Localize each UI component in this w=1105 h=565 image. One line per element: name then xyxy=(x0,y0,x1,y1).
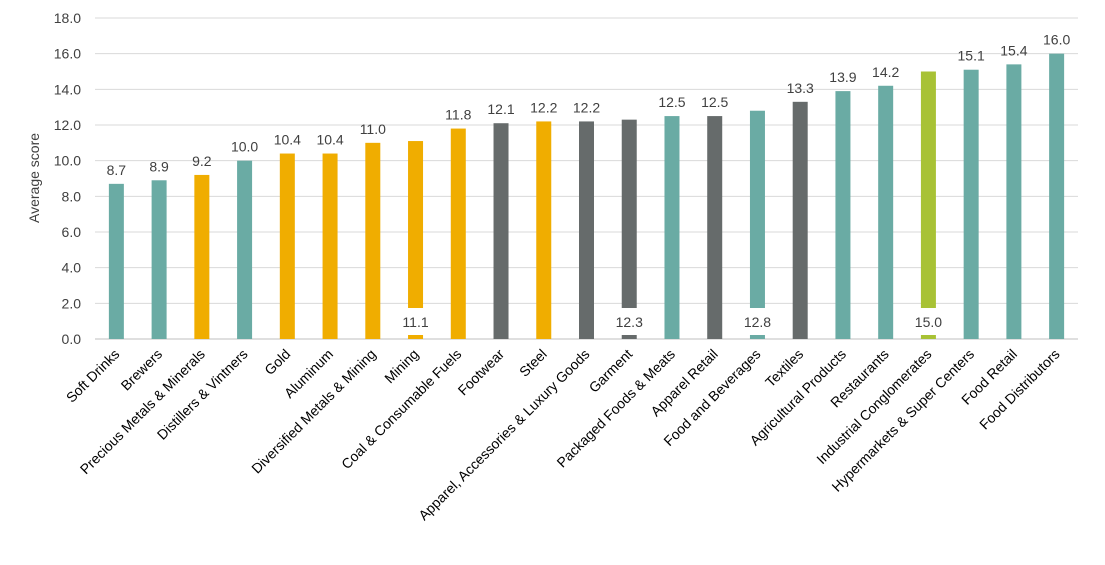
value-label-background xyxy=(396,308,435,335)
bar xyxy=(1006,64,1022,339)
value-label-background xyxy=(738,308,777,335)
bar xyxy=(237,160,253,339)
bar xyxy=(920,71,936,339)
bar xyxy=(835,91,851,339)
y-tick-label: 14.0 xyxy=(54,81,81,97)
bar xyxy=(621,119,637,340)
value-label: 12.3 xyxy=(616,314,643,330)
y-tick-label: 16.0 xyxy=(54,46,81,62)
bar xyxy=(707,116,723,339)
bar xyxy=(664,116,680,339)
value-label: 12.1 xyxy=(487,101,514,117)
value-label: 12.2 xyxy=(573,99,600,115)
value-label: 8.7 xyxy=(107,162,127,178)
bar xyxy=(194,174,210,339)
value-label: 12.5 xyxy=(658,94,685,110)
bar xyxy=(579,121,594,339)
value-label-background xyxy=(610,308,649,335)
bars xyxy=(108,53,1065,340)
value-label: 10.4 xyxy=(316,132,343,148)
category-label: Steel xyxy=(516,346,550,380)
value-label-background xyxy=(909,308,948,335)
y-tick-label: 0.0 xyxy=(62,331,82,347)
value-label: 12.5 xyxy=(701,94,728,110)
y-axis-title: Average score xyxy=(26,133,42,223)
value-label: 15.1 xyxy=(958,48,985,64)
value-label: 14.2 xyxy=(872,64,899,80)
category-label: Gold xyxy=(261,346,293,378)
value-labels: 8.7 8.9 9.2 10.0 10.4 10.4 11.0 11.1 11.8 12.1 12.… xyxy=(107,32,1070,335)
category-label: Soft Drinks xyxy=(63,346,123,406)
y-tick-label: 12.0 xyxy=(54,117,81,133)
value-label: 8.9 xyxy=(149,158,169,174)
y-tick-label: 10.0 xyxy=(54,153,81,169)
y-axis-ticks: 0.0 2.0 4.0 6.0 8.0 10.0 12.0 14.0 16.0 18.0 xyxy=(54,10,81,347)
category-label: Mining xyxy=(381,346,421,386)
bar xyxy=(536,121,552,339)
y-tick-label: 6.0 xyxy=(62,224,82,240)
value-label: 11.1 xyxy=(402,314,428,330)
value-label: 15.0 xyxy=(915,314,942,330)
value-label: 11.0 xyxy=(360,121,386,137)
bar xyxy=(792,101,808,339)
bar xyxy=(279,153,295,339)
value-label: 10.0 xyxy=(231,139,258,155)
value-label: 12.8 xyxy=(744,314,771,330)
value-label: 10.4 xyxy=(274,132,301,148)
bar xyxy=(108,183,124,339)
bar xyxy=(408,141,424,339)
category-label: Footwear xyxy=(455,346,508,399)
bar xyxy=(878,85,894,340)
bar xyxy=(365,142,381,339)
value-label: 13.3 xyxy=(787,80,814,96)
bar xyxy=(749,110,765,339)
value-label: 16.0 xyxy=(1043,32,1070,48)
y-tick-label: 4.0 xyxy=(62,260,82,276)
bar xyxy=(322,153,338,339)
value-label: 15.4 xyxy=(1000,42,1027,58)
bar xyxy=(1049,53,1065,340)
y-tick-label: 2.0 xyxy=(62,295,82,311)
value-label: 9.2 xyxy=(192,153,212,169)
y-tick-label: 8.0 xyxy=(62,188,82,204)
bar xyxy=(450,128,466,339)
bar xyxy=(493,123,509,339)
y-tick-label: 18.0 xyxy=(54,10,81,26)
value-label: 12.2 xyxy=(530,99,557,115)
bar xyxy=(151,180,167,339)
value-label: 11.8 xyxy=(445,107,471,123)
bar xyxy=(963,69,979,339)
category-label: Food Distributors xyxy=(976,346,1063,433)
value-label: 13.9 xyxy=(829,69,856,85)
